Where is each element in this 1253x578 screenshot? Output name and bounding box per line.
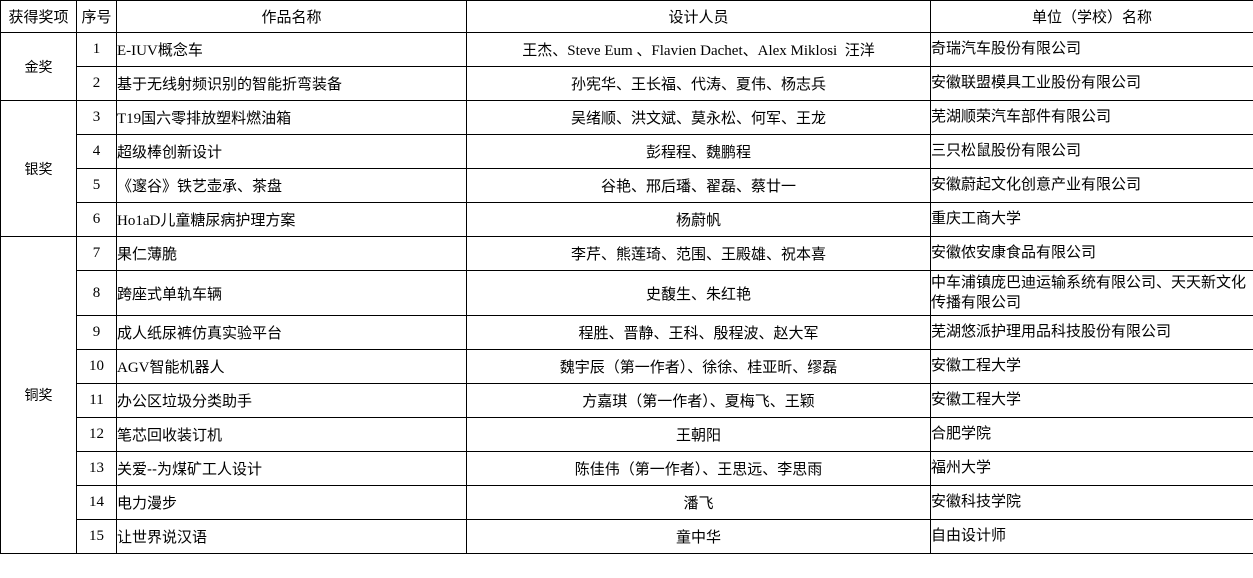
award-group-cell: 银奖	[0, 100, 77, 237]
cell-serial-number: 10	[76, 349, 117, 384]
cell-work-name: 笔芯回收装订机	[116, 417, 467, 452]
cell-work-name: 电力漫步	[116, 485, 467, 520]
cell-designers: 潘飞	[466, 485, 931, 520]
award-results-table: 获得奖项 序号 作品名称 设计人员 单位（学校）名称 金奖 1 E-IUV概念车 王杰…	[0, 0, 1253, 554]
table-body: 金奖 1 E-IUV概念车 王杰、Steve Eum 、Flavien Dachet、…	[0, 32, 1253, 554]
cell-designers: 魏宇辰（第一作者）、徐徐、桂亚昕、缪磊	[466, 349, 931, 384]
cell-work-name: 超级棒创新设计	[116, 134, 467, 169]
cell-organization: 自由设计师	[930, 519, 1253, 554]
table-row: 银奖 3 T19国六零排放塑料燃油箱 吴绪顺、洪文斌、莫永松、何军、王龙 芜湖顺荣汽车部…	[0, 100, 1253, 237]
table-row: 4 超级棒创新设计 彭程程、魏鹏程 三只松鼠股份有限公司	[1, 134, 1253, 169]
cell-designers: 方嘉琪（第一作者）、夏梅飞、王颖	[466, 383, 931, 418]
cell-designers: 杨蔚帆	[466, 202, 931, 237]
cell-designers: 史馥生、朱红艳	[466, 270, 931, 316]
column-header-serial: 序号	[76, 0, 117, 33]
cell-designers: 李芹、熊莲琦、范围、王殿雄、祝本喜	[466, 236, 931, 271]
cell-serial-number: 4	[76, 134, 117, 169]
cell-serial-number: 15	[76, 519, 117, 554]
table-row: 8 跨座式单轨车辆 史馥生、朱红艳 中车浦镇庞巴迪运输系统有限公司、天天新文化传播有限…	[1, 270, 1253, 316]
cell-designers: 童中华	[466, 519, 931, 554]
cell-designers: 吴绪顺、洪文斌、莫永松、何军、王龙	[466, 100, 931, 135]
cell-organization: 奇瑞汽车股份有限公司	[930, 32, 1253, 67]
cell-work-name: 基于无线射频识别的智能折弯装备	[116, 66, 467, 101]
cell-organization: 安徽蔚起文化创意产业有限公司	[930, 168, 1253, 203]
table-row: 15 让世界说汉语 童中华 自由设计师	[1, 519, 1253, 554]
cell-work-name: E-IUV概念车	[116, 32, 467, 67]
cell-serial-number: 11	[76, 383, 117, 418]
cell-serial-number: 6	[76, 202, 117, 237]
award-group-cell: 铜奖	[0, 236, 77, 554]
cell-designers: 陈佳伟（第一作者）、王思远、李思雨	[466, 451, 931, 486]
cell-serial-number: 3	[76, 100, 117, 135]
cell-work-name: 果仁薄脆	[116, 236, 467, 271]
cell-work-name: 让世界说汉语	[116, 519, 467, 554]
cell-designers: 王朝阳	[466, 417, 931, 452]
cell-serial-number: 12	[76, 417, 117, 452]
cell-work-name: Ho1aD儿童糖尿病护理方案	[116, 202, 467, 237]
cell-serial-number: 5	[76, 168, 117, 203]
cell-work-name: 关爱--为煤矿工人设计	[116, 451, 467, 486]
table-row: 铜奖 7 果仁薄脆 李芹、熊莲琦、范围、王殿雄、祝本喜 安徽侬安康食品有限公司	[0, 236, 1253, 554]
cell-serial-number: 1	[76, 32, 117, 67]
cell-work-name: 成人纸尿裤仿真实验平台	[116, 315, 467, 350]
table-row: 9 成人纸尿裤仿真实验平台 程胜、晋静、王科、殷程波、赵大军 芜湖悠派护理用品科技股份…	[1, 315, 1253, 350]
cell-designers: 彭程程、魏鹏程	[466, 134, 931, 169]
cell-organization: 安徽科技学院	[930, 485, 1253, 520]
column-header-work: 作品名称	[116, 0, 467, 33]
column-header-award: 获得奖项	[0, 0, 77, 33]
table-row: 6 Ho1aD儿童糖尿病护理方案 杨蔚帆 重庆工商大学	[1, 202, 1253, 237]
table-row: 14 电力漫步 潘飞 安徽科技学院	[1, 485, 1253, 520]
table-row: 12 笔芯回收装订机 王朝阳 合肥学院	[1, 417, 1253, 452]
cell-work-name: 办公区垃圾分类助手	[116, 383, 467, 418]
cell-organization: 安徽工程大学	[930, 383, 1253, 418]
cell-serial-number: 9	[76, 315, 117, 350]
cell-designers: 王杰、Steve Eum 、Flavien Dachet、Alex Miklos…	[466, 32, 931, 67]
table-row: 10 AGV智能机器人 魏宇辰（第一作者）、徐徐、桂亚昕、缪磊 安徽工程大学	[1, 349, 1253, 384]
cell-designers: 谷艳、邢后璠、翟磊、蔡廿一	[466, 168, 931, 203]
column-header-designers: 设计人员	[466, 0, 931, 33]
cell-organization: 合肥学院	[930, 417, 1253, 452]
table-header: 获得奖项 序号 作品名称 设计人员 单位（学校）名称	[0, 0, 1253, 33]
cell-organization: 中车浦镇庞巴迪运输系统有限公司、天天新文化传播有限公司	[930, 270, 1253, 316]
cell-organization: 重庆工商大学	[930, 202, 1253, 237]
cell-organization: 三只松鼠股份有限公司	[930, 134, 1253, 169]
table-row: 2 基于无线射频识别的智能折弯装备 孙宪华、王长福、代涛、夏伟、杨志兵 安徽联盟模具工…	[1, 66, 1253, 101]
cell-work-name: AGV智能机器人	[116, 349, 467, 384]
table-row: 11 办公区垃圾分类助手 方嘉琪（第一作者）、夏梅飞、王颖 安徽工程大学	[1, 383, 1253, 418]
cell-designers: 孙宪华、王长福、代涛、夏伟、杨志兵	[466, 66, 931, 101]
cell-serial-number: 7	[76, 236, 117, 271]
cell-organization: 芜湖顺荣汽车部件有限公司	[930, 100, 1253, 135]
table-row: 金奖 1 E-IUV概念车 王杰、Steve Eum 、Flavien Dachet、…	[0, 32, 1253, 101]
award-group-cell: 金奖	[0, 32, 77, 101]
cell-work-name: 跨座式单轨车辆	[116, 270, 467, 316]
cell-serial-number: 14	[76, 485, 117, 520]
cell-serial-number: 8	[76, 270, 117, 316]
cell-work-name: T19国六零排放塑料燃油箱	[116, 100, 467, 135]
cell-organization: 安徽侬安康食品有限公司	[930, 236, 1253, 271]
table-row: 13 关爱--为煤矿工人设计 陈佳伟（第一作者）、王思远、李思雨 福州大学	[1, 451, 1253, 486]
cell-serial-number: 2	[76, 66, 117, 101]
cell-organization: 安徽联盟模具工业股份有限公司	[930, 66, 1253, 101]
table-header-row: 获得奖项 序号 作品名称 设计人员 单位（学校）名称	[0, 0, 1253, 33]
column-header-organization: 单位（学校）名称	[930, 0, 1253, 33]
cell-organization: 芜湖悠派护理用品科技股份有限公司	[930, 315, 1253, 350]
cell-serial-number: 13	[76, 451, 117, 486]
cell-designers: 程胜、晋静、王科、殷程波、赵大军	[466, 315, 931, 350]
cell-organization: 安徽工程大学	[930, 349, 1253, 384]
table-row: 5 《邃谷》铁艺壶承、茶盘 谷艳、邢后璠、翟磊、蔡廿一 安徽蔚起文化创意产业有限公司	[1, 168, 1253, 203]
cell-work-name: 《邃谷》铁艺壶承、茶盘	[116, 168, 467, 203]
cell-organization: 福州大学	[930, 451, 1253, 486]
